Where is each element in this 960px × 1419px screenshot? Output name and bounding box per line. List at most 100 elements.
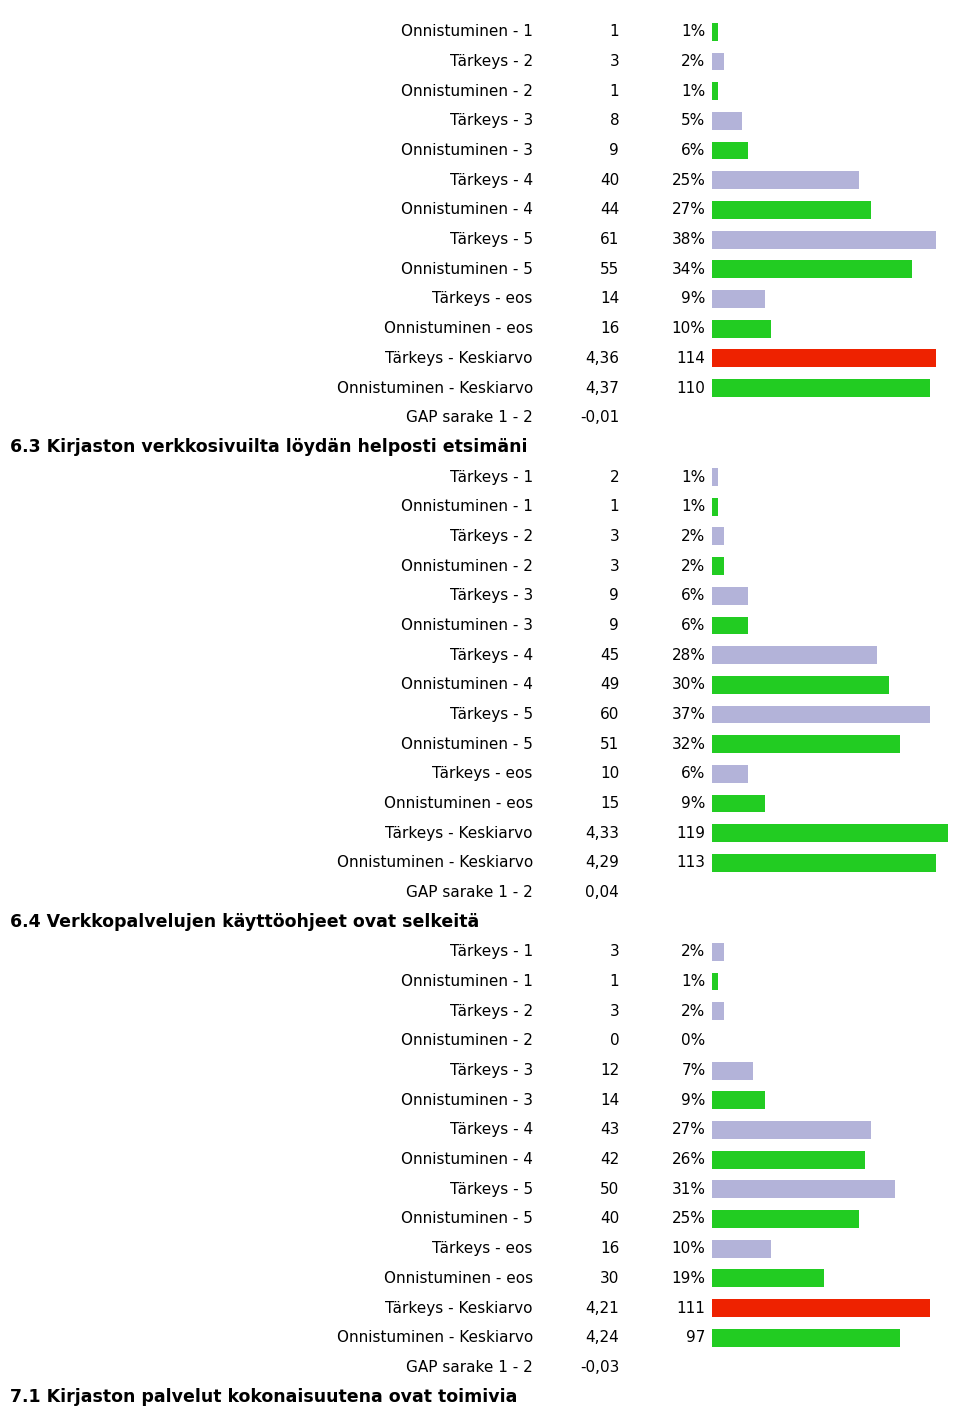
Text: Tärkeys - eos: Tärkeys - eos xyxy=(432,766,533,782)
Text: 4,24: 4,24 xyxy=(586,1330,619,1345)
Text: Onnistuminen - 1: Onnistuminen - 1 xyxy=(401,24,533,40)
Text: Onnistuminen - 3: Onnistuminen - 3 xyxy=(401,1093,533,1108)
Text: 26%: 26% xyxy=(672,1152,706,1168)
Text: Tärkeys - 5: Tärkeys - 5 xyxy=(449,233,533,247)
Text: Onnistuminen - 3: Onnistuminen - 3 xyxy=(401,143,533,158)
Text: Tärkeys - 3: Tärkeys - 3 xyxy=(449,589,533,603)
Text: 19%: 19% xyxy=(672,1271,706,1286)
Text: Tärkeys - 4: Tärkeys - 4 xyxy=(449,1122,533,1138)
Text: 1: 1 xyxy=(610,24,619,40)
Bar xyxy=(712,646,876,664)
Text: 6%: 6% xyxy=(682,766,706,782)
Text: 9%: 9% xyxy=(682,1093,706,1108)
Text: Onnistuminen - 5: Onnistuminen - 5 xyxy=(401,1212,533,1226)
Text: 0%: 0% xyxy=(682,1033,706,1049)
Text: 8: 8 xyxy=(610,114,619,128)
Text: Onnistuminen - 2: Onnistuminen - 2 xyxy=(401,1033,533,1049)
Bar xyxy=(712,1270,824,1287)
Text: 31%: 31% xyxy=(672,1182,706,1196)
Text: 7%: 7% xyxy=(682,1063,706,1078)
Text: 51: 51 xyxy=(600,736,619,752)
Text: 16: 16 xyxy=(600,321,619,336)
Text: 1%: 1% xyxy=(682,499,706,514)
Text: Tärkeys - Keskiarvo: Tärkeys - Keskiarvo xyxy=(385,350,533,366)
Text: Tärkeys - 4: Tärkeys - 4 xyxy=(449,647,533,663)
Text: 1: 1 xyxy=(610,499,619,514)
Text: Tärkeys - eos: Tärkeys - eos xyxy=(432,291,533,307)
Text: Tärkeys - 5: Tärkeys - 5 xyxy=(449,707,533,722)
Bar xyxy=(712,1061,754,1080)
Text: 2%: 2% xyxy=(682,559,706,573)
Bar xyxy=(712,1091,765,1110)
Text: Onnistuminen - eos: Onnistuminen - eos xyxy=(384,321,533,336)
Text: 43: 43 xyxy=(600,1122,619,1138)
Text: 7.1 Kirjaston palvelut kokonaisuutena ovat toimivia: 7.1 Kirjaston palvelut kokonaisuutena ov… xyxy=(10,1388,517,1406)
Text: 4,21: 4,21 xyxy=(586,1301,619,1315)
Text: 4,33: 4,33 xyxy=(586,826,619,840)
Text: 30: 30 xyxy=(600,1271,619,1286)
Text: 5%: 5% xyxy=(682,114,706,128)
Text: 12: 12 xyxy=(600,1063,619,1078)
Text: Onnistuminen - eos: Onnistuminen - eos xyxy=(384,1271,533,1286)
Text: 0: 0 xyxy=(610,1033,619,1049)
Text: 1: 1 xyxy=(610,973,619,989)
Text: 10%: 10% xyxy=(672,1242,706,1256)
Text: 10: 10 xyxy=(600,766,619,782)
Text: Onnistuminen - 5: Onnistuminen - 5 xyxy=(401,261,533,277)
Text: 1%: 1% xyxy=(682,84,706,99)
Text: Onnistuminen - 5: Onnistuminen - 5 xyxy=(401,736,533,752)
Text: Onnistuminen - 1: Onnistuminen - 1 xyxy=(401,499,533,514)
Text: 40: 40 xyxy=(600,1212,619,1226)
Bar xyxy=(712,972,718,990)
Text: Tärkeys - Keskiarvo: Tärkeys - Keskiarvo xyxy=(385,1301,533,1315)
Text: Tärkeys - 3: Tärkeys - 3 xyxy=(449,1063,533,1078)
Text: 25%: 25% xyxy=(672,1212,706,1226)
Text: -0,01: -0,01 xyxy=(580,410,619,426)
Bar xyxy=(712,1121,871,1139)
Bar xyxy=(712,735,900,753)
Bar xyxy=(712,616,748,634)
Text: Tärkeys - 2: Tärkeys - 2 xyxy=(449,529,533,543)
Text: Onnistuminen - Keskiarvo: Onnistuminen - Keskiarvo xyxy=(337,856,533,870)
Text: 114: 114 xyxy=(677,350,706,366)
Bar xyxy=(712,379,930,397)
Text: Tärkeys - 3: Tärkeys - 3 xyxy=(449,114,533,128)
Text: 6%: 6% xyxy=(682,617,706,633)
Text: 2%: 2% xyxy=(682,529,706,543)
Bar xyxy=(712,1300,930,1317)
Bar xyxy=(712,1181,895,1198)
Text: 61: 61 xyxy=(600,233,619,247)
Text: Onnistuminen - 4: Onnistuminen - 4 xyxy=(401,203,533,217)
Bar xyxy=(712,824,948,841)
Text: 9: 9 xyxy=(610,617,619,633)
Bar xyxy=(712,765,748,783)
Text: 32%: 32% xyxy=(672,736,706,752)
Text: 44: 44 xyxy=(600,203,619,217)
Text: 6%: 6% xyxy=(682,589,706,603)
Bar xyxy=(712,142,748,159)
Bar xyxy=(712,675,889,694)
Bar xyxy=(712,587,748,604)
Text: 3: 3 xyxy=(610,54,619,70)
Text: 6%: 6% xyxy=(682,143,706,158)
Text: 6.3 Kirjaston verkkosivuilta löydän helposti etsimäni: 6.3 Kirjaston verkkosivuilta löydän help… xyxy=(10,438,527,457)
Text: Onnistuminen - 3: Onnistuminen - 3 xyxy=(401,617,533,633)
Bar xyxy=(712,349,936,368)
Text: 14: 14 xyxy=(600,1093,619,1108)
Text: 3: 3 xyxy=(610,945,619,959)
Text: 37%: 37% xyxy=(672,707,706,722)
Text: 9: 9 xyxy=(610,589,619,603)
Text: GAP sarake 1 - 2: GAP sarake 1 - 2 xyxy=(406,410,533,426)
Text: GAP sarake 1 - 2: GAP sarake 1 - 2 xyxy=(406,885,533,900)
Bar xyxy=(712,1210,859,1227)
Text: Tärkeys - 1: Tärkeys - 1 xyxy=(449,945,533,959)
Text: 1%: 1% xyxy=(682,470,706,484)
Bar xyxy=(712,289,765,308)
Text: 111: 111 xyxy=(677,1301,706,1315)
Text: 34%: 34% xyxy=(672,261,706,277)
Text: 25%: 25% xyxy=(672,173,706,187)
Text: Onnistuminen - 1: Onnistuminen - 1 xyxy=(401,973,533,989)
Text: 40: 40 xyxy=(600,173,619,187)
Text: 60: 60 xyxy=(600,707,619,722)
Text: Onnistuminen - 2: Onnistuminen - 2 xyxy=(401,84,533,99)
